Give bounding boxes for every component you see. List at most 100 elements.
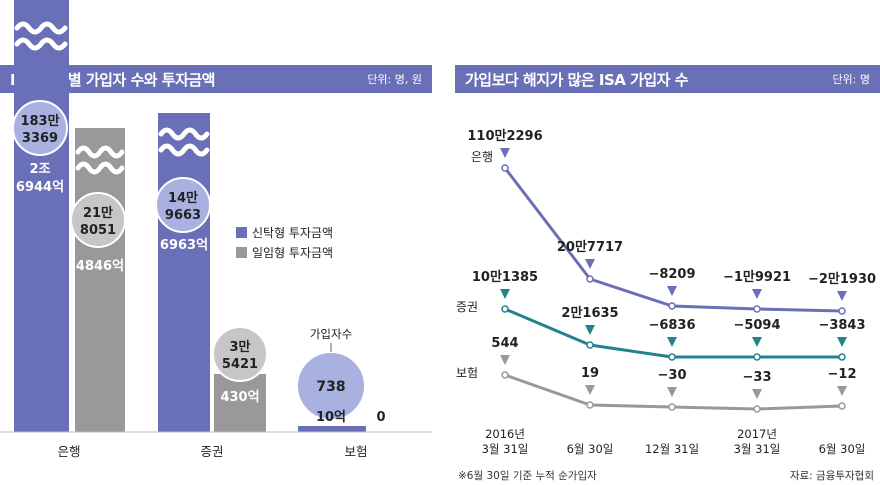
point-insurance-3 <box>668 403 676 411</box>
point-insurance-5 <box>838 402 846 410</box>
data-label-bank-2: 20만7717 <box>557 239 623 255</box>
marker-insurance-1 <box>500 355 510 365</box>
amount-label-bank-trust-1: 2조 <box>29 162 50 177</box>
series-label-securities: 증권 <box>456 300 478 314</box>
circle-sec-disc-subscribers <box>212 326 268 382</box>
circle-bank-trust-subscribers <box>12 100 68 156</box>
break-wave-bank-disc-1 <box>75 145 125 159</box>
amount-label-sec-disc: 430억 <box>220 390 259 405</box>
marker-securities-4 <box>752 337 762 347</box>
x-tick-label-3: 12월 31일 <box>645 442 699 456</box>
bar-securities-discretionary <box>214 374 266 432</box>
data-label-securities-5: −3843 <box>818 318 865 333</box>
data-label-insurance-2: 19 <box>581 366 599 381</box>
circle-bank-disc-subscribers-label-1: 21만 <box>83 205 113 221</box>
circle-sec-trust-subscribers-label-1: 14만 <box>168 190 198 206</box>
point-insurance-2 <box>586 401 594 409</box>
bar-bank-discretionary <box>75 128 125 432</box>
marker-securities-2 <box>585 325 595 335</box>
marker-bank-4 <box>752 289 762 299</box>
right-chart-header: 가입보다 해지가 많은 ISA 가입자 수 단위: 명 <box>455 65 880 93</box>
data-label-bank-5: −2만1930 <box>808 271 876 287</box>
footnote: ※6월 30일 기준 누적 순가입자 <box>458 470 597 482</box>
amount-label-bank-trust-2: 6944억 <box>16 180 64 195</box>
marker-insurance-5 <box>837 386 847 396</box>
category-label-2: 증권 <box>200 444 223 459</box>
legend-swatch-trust <box>236 227 247 238</box>
marker-bank-3 <box>667 286 677 296</box>
legend-swatch-discretionary <box>236 247 247 258</box>
right-chart-unit: 단위: 명 <box>832 73 870 86</box>
marker-bank-2 <box>585 259 595 269</box>
marker-securities-1 <box>500 289 510 299</box>
circle-bank-disc-subscribers <box>70 192 126 248</box>
break-wave-sec-trust-2 <box>158 143 210 157</box>
circle-ins-trust-subscribers-label: 738 <box>316 379 345 395</box>
circle-sec-disc-subscribers-label-1: 3만 <box>229 339 250 355</box>
data-label-bank-3: −8209 <box>648 267 695 282</box>
point-bank-1 <box>501 164 509 172</box>
marker-bank-1 <box>500 148 510 158</box>
category-label-1: 은행 <box>57 444 80 459</box>
marker-insurance-2 <box>585 385 595 395</box>
x-tick-year-1: 2016년 <box>485 427 525 441</box>
point-bank-2 <box>586 275 594 283</box>
data-label-bank-1: 110만2296 <box>467 128 542 144</box>
data-label-securities-3: −6836 <box>648 318 695 333</box>
source-note: 자료: 금융투자협회 <box>789 470 874 482</box>
data-label-insurance-3: −30 <box>658 368 687 383</box>
amount-label-sec-trust: 6963억 <box>160 238 208 253</box>
marker-bank-5 <box>837 291 847 301</box>
x-tick-label-5: 6월 30일 <box>819 442 866 456</box>
data-label-insurance-1: 544 <box>491 336 518 351</box>
data-label-securities-1: 10만1385 <box>472 269 538 285</box>
bar-insurance-trust <box>298 426 366 432</box>
bar-securities-trust <box>158 113 210 432</box>
x-tick-label-2: 6월 30일 <box>567 442 614 456</box>
point-securities-4 <box>753 353 761 361</box>
marker-securities-5 <box>837 337 847 347</box>
legend-label-trust: 신탁형 투자금액 <box>252 226 333 240</box>
data-label-bank-4: −1만9921 <box>723 269 791 285</box>
point-securities-1 <box>501 305 509 313</box>
point-bank-4 <box>753 305 761 313</box>
series-label-insurance: 보험 <box>456 366 478 380</box>
circle-sec-trust-subscribers-label-2: 9663 <box>165 208 201 223</box>
data-label-insurance-5: −12 <box>828 367 857 382</box>
point-securities-5 <box>838 353 846 361</box>
right-chart-title: 가입보다 해지가 많은 ISA 가입자 수 <box>465 70 689 89</box>
point-securities-3 <box>668 353 676 361</box>
x-tick-label-1: 3월 31일 <box>482 442 529 456</box>
left-chart-unit: 단위: 명, 원 <box>367 73 422 86</box>
circle-bank-disc-subscribers-label-2: 8051 <box>80 223 116 238</box>
circle-sec-disc-subscribers-label-2: 5421 <box>222 357 258 372</box>
break-wave-bank-trust-2 <box>14 37 68 51</box>
amount-label-ins-trust: 10억 <box>316 410 346 425</box>
data-label-securities-4: −5094 <box>733 318 780 333</box>
data-label-insurance-4: −33 <box>743 370 772 385</box>
point-insurance-1 <box>501 371 509 379</box>
point-bank-3 <box>668 302 676 310</box>
marker-insurance-3 <box>667 387 677 397</box>
bar-bank-trust <box>14 0 69 432</box>
circle-bank-trust-subscribers-label-2: 3369 <box>22 131 58 146</box>
x-tick-year-4: 2017년 <box>737 427 777 441</box>
amount-label-ins-disc: 0 <box>376 410 385 425</box>
point-securities-2 <box>586 341 594 349</box>
break-wave-bank-trust-1 <box>14 21 68 35</box>
break-wave-bank-disc-2 <box>75 161 125 175</box>
line-securities <box>504 307 842 359</box>
data-label-securities-2: 2만1635 <box>561 305 618 321</box>
amount-label-bank-disc: 4846억 <box>76 259 124 274</box>
series-label-bank: 은행 <box>471 149 493 164</box>
circle-sec-trust-subscribers <box>155 177 211 233</box>
point-bank-5 <box>838 307 846 315</box>
marker-insurance-4 <box>752 389 762 399</box>
x-tick-label-4: 3월 31일 <box>734 442 781 456</box>
point-insurance-4 <box>753 405 761 413</box>
category-label-3: 보험 <box>344 444 367 459</box>
subscribers-callout-label: 가입자수 <box>310 327 352 341</box>
circle-bank-trust-subscribers-label-1: 183만 <box>20 113 59 129</box>
marker-securities-3 <box>667 337 677 347</box>
